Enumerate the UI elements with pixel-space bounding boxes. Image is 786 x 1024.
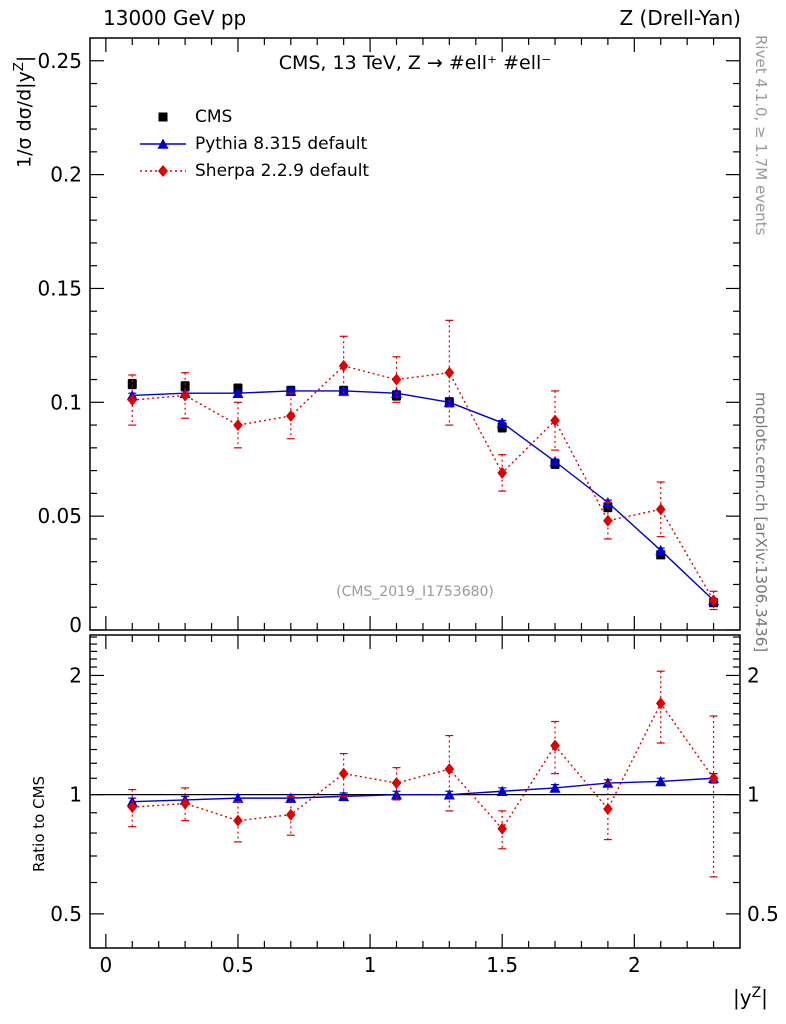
panel-main: 0 0.05 0.1 0.15 0.2 0.25 [37, 37, 741, 637]
axes-frame: 0 0.5 1 1.5 2 0.5 0.5 1 1 2 2 [50, 634, 779, 977]
svg-text:0.5: 0.5 [222, 953, 254, 977]
legend: CMS Pythia 8.315 default Sherpa 2.2.9 de… [140, 103, 369, 184]
svg-text:1.5: 1.5 [486, 953, 518, 977]
legend-label-pythia: Pythia 8.315 default [195, 133, 368, 154]
svg-text:0.5: 0.5 [50, 902, 82, 926]
pythia-triangle [157, 138, 169, 149]
svg-text:0.5: 0.5 [747, 902, 779, 926]
main-y-label-pre: 1/σ dσ/d|y [13, 71, 36, 168]
ratio-y-axis-label: Ratio to CMS [30, 775, 48, 872]
cms-square-marker-icon [158, 112, 168, 121]
mcplots-arxiv-note: mcplots.cern.ch [arXiv:1306.3436] [752, 392, 770, 653]
legend-label-sherpa: Sherpa 2.2.9 default [195, 160, 370, 181]
analysis-id-watermark: (CMS_2019_I1753680) [336, 584, 494, 600]
series-cms [127, 378, 719, 608]
svg-text:1: 1 [69, 783, 82, 807]
sherpa-line-marker-icon [140, 164, 186, 177]
x-label-sup: Z [751, 985, 762, 1001]
svg-text:0.2: 0.2 [50, 163, 82, 187]
svg-text:0.15: 0.15 [37, 276, 82, 300]
svg-text:0.25: 0.25 [37, 49, 82, 73]
svg-text:1: 1 [747, 783, 760, 807]
process-label: Z (Drell-Yan) [619, 6, 741, 30]
legend-label-cms: CMS [195, 106, 233, 127]
plot-title: CMS, 13 TeV, Z → #ell⁺ #ell⁻ [278, 52, 552, 74]
series-pythia [126, 772, 720, 807]
legend-item-pythia: Pythia 8.315 default [140, 130, 369, 157]
panel-ratio: 0 0.5 1 1.5 2 0.5 0.5 1 1 2 2 [50, 634, 779, 977]
legend-item-sherpa: Sherpa 2.2.9 default [140, 157, 369, 184]
x-axis-label: |yZ| [733, 985, 768, 1010]
main-y-label-sup: Z [12, 62, 27, 72]
main-y-axis-label: 1/σ dσ/d|yZ| [12, 56, 35, 168]
main-y-label-post: | [13, 55, 36, 63]
legend-item-cms: CMS [140, 103, 369, 130]
series-sherpa [127, 670, 719, 878]
svg-text:2: 2 [69, 663, 82, 687]
svg-text:2: 2 [747, 663, 760, 687]
svg-text:0.1: 0.1 [50, 390, 82, 414]
svg-text:0.05: 0.05 [37, 504, 82, 528]
rivet-version-note: Rivet 4.1.0, ≥ 1.7M events [752, 35, 770, 236]
svg-text:0: 0 [69, 613, 82, 637]
axes-frame: 0 0.05 0.1 0.15 0.2 0.25 [37, 37, 741, 637]
series-pythia [126, 385, 720, 606]
svg-text:1: 1 [364, 953, 377, 977]
series-sherpa [127, 319, 719, 611]
beam-energy-label: 13000 GeV pp [103, 6, 247, 30]
x-label-post: | [761, 985, 768, 1010]
svg-text:0: 0 [99, 953, 112, 977]
x-label-pre: |y [733, 985, 752, 1010]
svg-text:2: 2 [628, 953, 641, 977]
cms-square [158, 112, 168, 121]
sherpa-diamond [158, 164, 168, 177]
pythia-line-marker-icon [140, 138, 186, 149]
